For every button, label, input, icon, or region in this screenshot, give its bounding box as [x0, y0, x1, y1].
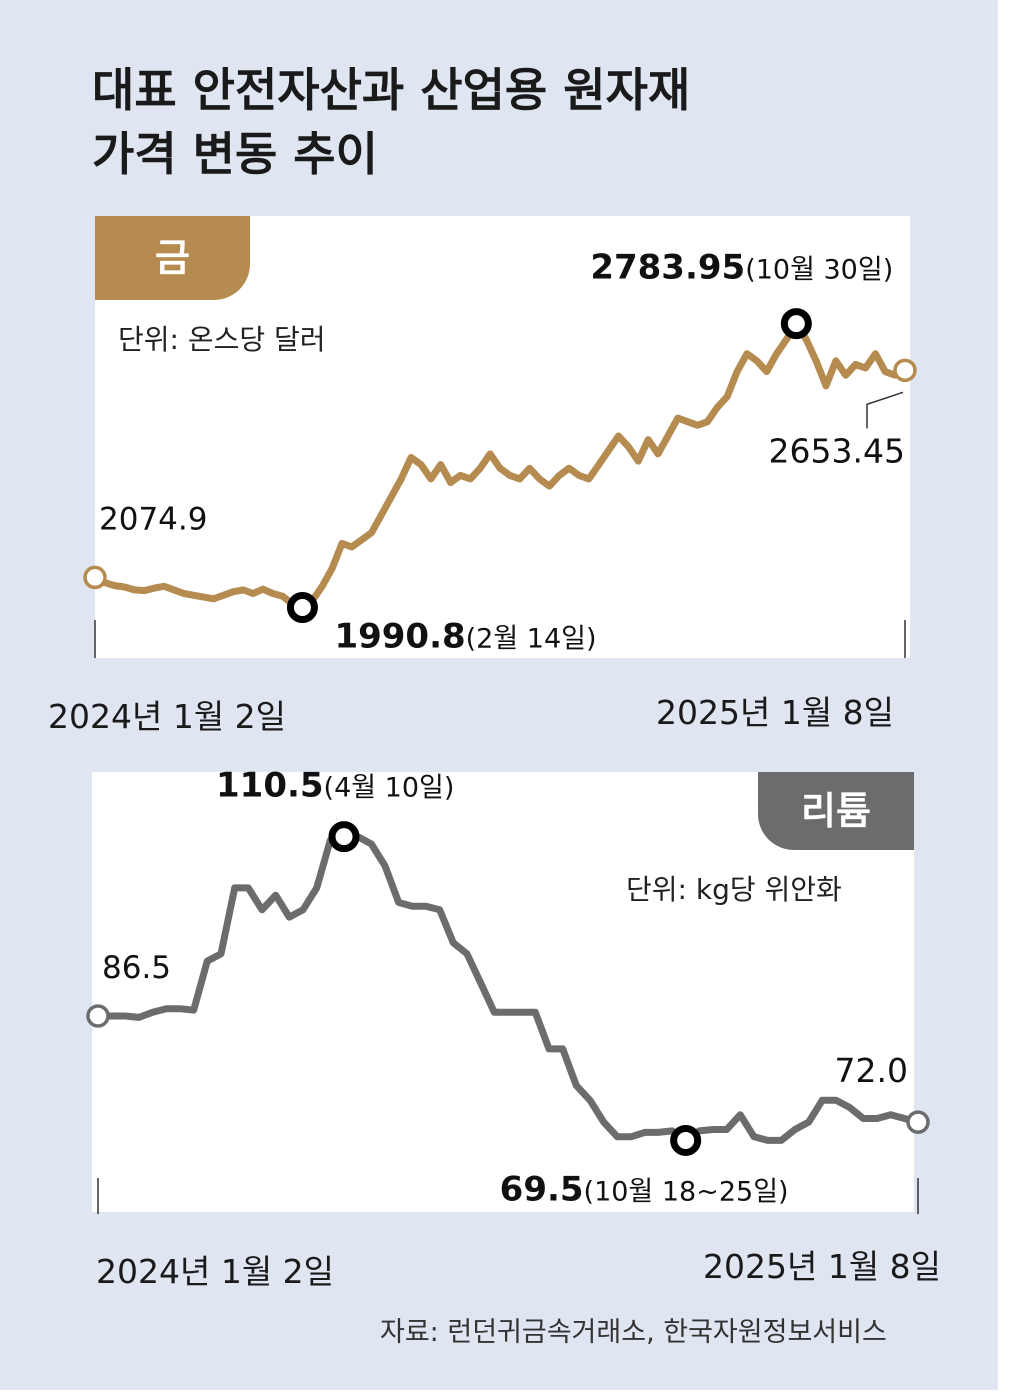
- lithium-end-value: 72.0: [835, 1051, 908, 1090]
- gold-unit-label: 단위: 온스당 달러: [118, 323, 326, 356]
- gold-end-point: [893, 358, 917, 383]
- gold-start-date: 2024년 1월 2일: [48, 697, 287, 736]
- gold-series-line: [91, 320, 909, 611]
- source-note: 자료: 런던귀금속거래소, 한국자원정보서비스: [380, 1317, 887, 1348]
- lithium-end-label: 72.0: [835, 1051, 908, 1090]
- gold-high-value: 2783.95: [590, 248, 745, 288]
- gold-high-detail: (10월 30일): [745, 255, 893, 286]
- gold-low-value: 1990.8: [334, 617, 465, 657]
- lithium-start-label: 86.5: [102, 950, 171, 986]
- lithium-low-label: 69.5(10월 18~25일): [500, 1169, 789, 1209]
- lithium-end-date: 2025년 1월 8일: [703, 1247, 942, 1286]
- page-title: 대표 안전자산과 산업용 원자재 가격 변동 추이: [92, 63, 691, 181]
- lithium-end-point: [906, 1110, 930, 1134]
- gold-end-value: 2653.45: [769, 431, 905, 470]
- gold-start-label: 2074.9: [99, 501, 207, 537]
- gold-low-detail: (2월 14일): [466, 624, 597, 655]
- lithium-start-date: 2024년 1월 2일: [96, 1252, 335, 1291]
- lithium-high-detail: (4월 10일): [324, 773, 455, 804]
- gold-end-leader-line: [866, 391, 904, 429]
- lithium-high-value: 110.5: [216, 766, 324, 806]
- gold-start-value: 2074.9: [99, 501, 207, 537]
- gold-end-label: 2653.45: [769, 431, 905, 470]
- gold-high-point: [780, 308, 812, 340]
- gold-end-date: 2025년 1월 8일: [656, 693, 895, 732]
- lithium-tag: 리튬: [758, 772, 914, 850]
- lithium-unit-label: 단위: kg당 위안화: [626, 873, 842, 906]
- lithium-series-line: [94, 833, 922, 1144]
- lithium-low-point: [670, 1124, 702, 1156]
- lithium-low-detail: (10월 18~25일): [584, 1176, 789, 1207]
- lithium-start-point: [86, 1004, 110, 1028]
- lithium-high-label: 110.5(4월 10일): [216, 766, 454, 806]
- gold-tag: 금: [95, 216, 250, 300]
- gold-start-point: [83, 565, 107, 590]
- lithium-start-value: 86.5: [102, 950, 171, 986]
- gold-low-point: [286, 592, 318, 624]
- lithium-high-point: [328, 821, 360, 853]
- lithium-low-value: 69.5: [500, 1169, 584, 1209]
- gold-low-label: 1990.8(2월 14일): [334, 617, 596, 657]
- gold-high-label: 2783.95(10월 30일): [590, 248, 893, 288]
